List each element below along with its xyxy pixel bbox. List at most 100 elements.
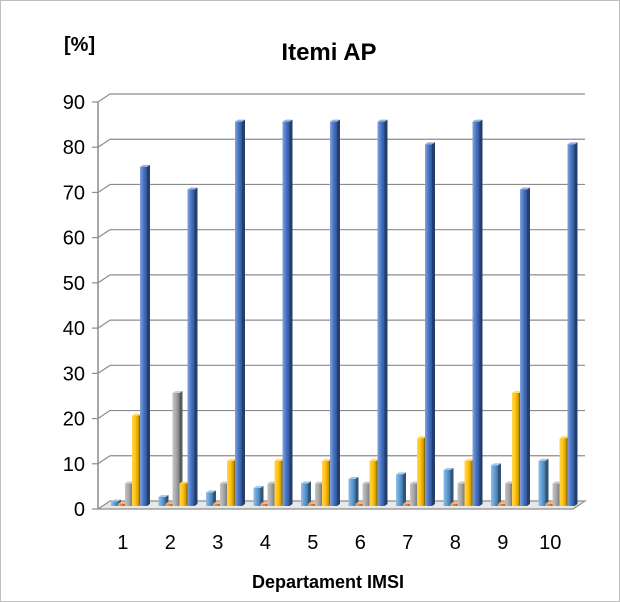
bar-2-cat-7 [403, 503, 410, 506]
bar-5-cat-6 [377, 121, 385, 506]
bar-3-cat-8 [457, 483, 465, 506]
bar-side [308, 481, 311, 506]
bar-2-cat-9 [498, 503, 505, 506]
bar-top [512, 390, 522, 393]
bar-4-cat-3 [227, 460, 234, 506]
bar-3-cat-9 [505, 483, 512, 506]
bar-4-cat-6 [369, 460, 377, 506]
bar-5-cat-8 [472, 121, 480, 506]
bar-5-cat-9 [520, 189, 527, 506]
bar-4-cat-4 [274, 460, 282, 506]
bar-top [227, 458, 237, 461]
bar-3-cat-3 [220, 483, 227, 506]
bar-2-cat-3 [213, 503, 220, 506]
y-tick-label: 60 [63, 228, 85, 250]
y-tick-label: 30 [63, 363, 85, 385]
bar-side [527, 187, 530, 506]
gridline-diagonal [97, 274, 111, 284]
bar-side [213, 490, 216, 506]
bar-4-cat-10 [559, 438, 567, 506]
bar-3-cat-6 [362, 483, 370, 506]
bar-top [330, 119, 340, 122]
bar-top [491, 463, 501, 466]
bar-2-cat-6 [355, 503, 363, 506]
bar-top [567, 142, 578, 145]
bar-side [337, 119, 340, 506]
bar-1-cat-9 [491, 465, 498, 506]
y-tick-label: 40 [63, 318, 85, 340]
y-tick-labels: 0 10 20 30 40 50 60 70 80 90 [63, 92, 85, 521]
bar-top [179, 481, 190, 484]
bar-3-cat-2 [172, 392, 180, 506]
x-tick-label: 8 [450, 532, 461, 554]
bar-top [140, 164, 150, 167]
bar-3-cat-7 [410, 483, 417, 506]
bar-side [432, 142, 435, 506]
bar-top [282, 119, 293, 122]
x-tick-label: 3 [212, 532, 223, 554]
gridline-diagonal [97, 410, 111, 420]
bar-side [403, 472, 406, 506]
bar-2-cat-10 [545, 503, 553, 506]
bar-5-cat-5 [330, 121, 337, 506]
bar-1-cat-1 [111, 501, 118, 506]
bar-1-cat-3 [206, 492, 213, 506]
bar-2-cat-8 [450, 503, 458, 506]
bar-side [355, 476, 359, 506]
bar-top [369, 458, 380, 461]
bar-side [147, 164, 150, 507]
y-tick-label: 80 [63, 137, 85, 159]
bar-3-cat-1 [125, 483, 132, 506]
bar-1-cat-5 [301, 483, 308, 506]
bar-1-cat-8 [443, 469, 451, 506]
x-tick-label: 10 [539, 532, 561, 554]
bar-top [172, 390, 183, 393]
y-tick-label: 10 [63, 454, 85, 476]
bar-1-cat-7 [396, 474, 403, 506]
bar-top [425, 142, 435, 145]
bar-top [253, 485, 264, 488]
bar-1-cat-6 [348, 478, 356, 506]
y-tick-label: 90 [63, 92, 85, 114]
x-tick-labels: 1 2 3 4 5 6 7 8 9 10 [117, 532, 561, 554]
bar-top [132, 413, 142, 416]
bar-top [187, 187, 198, 190]
gridline-diagonal [97, 183, 111, 193]
bar-top [396, 472, 406, 475]
bar-top [274, 458, 285, 461]
bar-5-cat-4 [282, 121, 290, 506]
bar-side [194, 187, 198, 506]
bar-top [520, 187, 530, 190]
bars [111, 119, 578, 507]
bar-side [179, 390, 183, 506]
bar-side [574, 142, 578, 506]
x-tick-label: 2 [165, 532, 176, 554]
bar-2-cat-5 [308, 503, 315, 506]
bar-top [472, 119, 483, 122]
bar-side [498, 463, 501, 506]
bar-2-cat-2 [165, 503, 173, 506]
y-tick-label: 0 [74, 499, 85, 521]
bar-4-cat-9 [512, 392, 519, 506]
gridline-diagonal [97, 229, 111, 239]
bar-top [348, 476, 359, 479]
bar-top [464, 458, 475, 461]
bar-top [538, 458, 549, 461]
bar-4-cat-2 [179, 483, 187, 506]
bar-top [322, 458, 332, 461]
bar-top [559, 436, 570, 439]
x-tick-label: 9 [497, 532, 508, 554]
bar-1-cat-10 [538, 460, 546, 506]
y-tick-label: 50 [63, 273, 85, 295]
x-tick-label: 4 [260, 532, 271, 554]
y-tick-label: 20 [63, 409, 85, 431]
bar-5-cat-10 [567, 144, 575, 506]
bar-side [450, 467, 454, 506]
bar-top [443, 467, 454, 470]
bar-3-cat-10 [552, 483, 560, 506]
y-axis-label: [%] [64, 34, 95, 56]
gridline-diagonal [97, 93, 111, 103]
x-tick-label: 1 [117, 532, 128, 554]
